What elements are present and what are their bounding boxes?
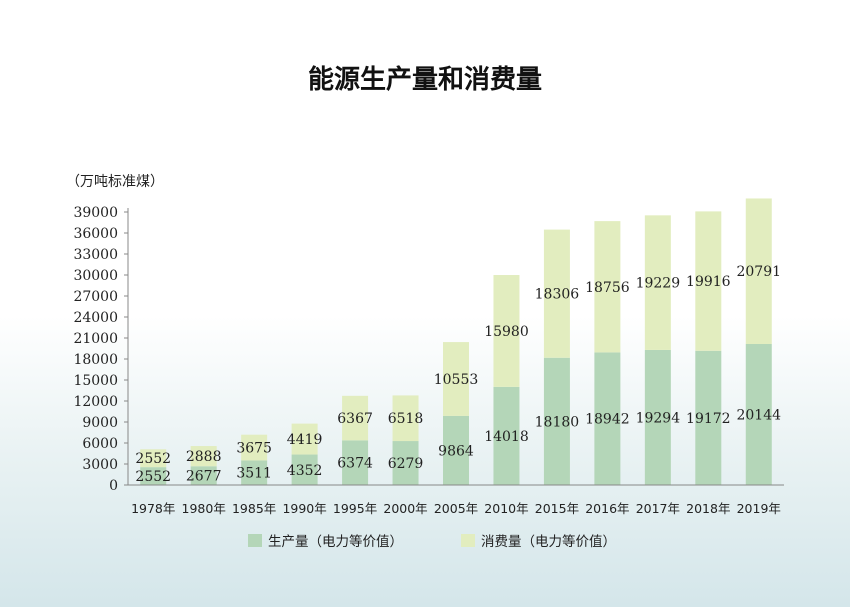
data-label-consumption: 15980 <box>484 324 529 340</box>
bars <box>140 198 772 485</box>
y-tick-label: 0 <box>109 478 118 494</box>
bar-production <box>543 357 570 485</box>
bar-production <box>190 466 217 485</box>
data-label-production: 6374 <box>337 456 373 472</box>
x-axis: 1978年 1980年 1985年 1990年 1995年 2000年 2005年 2010年… <box>128 484 784 516</box>
x-tick-label: 2000年 <box>383 501 427 516</box>
bar-production <box>644 349 671 485</box>
data-label-consumption: 19229 <box>636 276 681 292</box>
y-tick-label: 39000 <box>73 205 118 221</box>
legend: 生产量（电力等价值） 消费量（电力等价值） <box>248 533 616 550</box>
data-label-consumption: 18306 <box>535 287 580 303</box>
x-tick-label: 2015年 <box>535 501 579 516</box>
y-tick-label: 36000 <box>73 226 118 242</box>
y-tick-label: 33000 <box>73 247 118 263</box>
chart-title: 能源生产量和消费量 <box>308 64 542 95</box>
y-tick-label: 21000 <box>73 331 118 347</box>
data-label-production: 18942 <box>585 412 630 428</box>
data-label-consumption: 19916 <box>686 274 731 290</box>
data-label-consumption: 2552 <box>135 451 171 467</box>
y-tick-label: 9000 <box>82 415 118 431</box>
bar-production <box>241 460 268 485</box>
bar-production <box>392 441 419 485</box>
data-label-consumption: 2888 <box>186 449 222 465</box>
x-tick-label: 2017年 <box>636 501 680 516</box>
bar-production <box>140 467 167 485</box>
data-label-production: 4352 <box>287 463 323 479</box>
x-tick-label: 2016年 <box>585 501 629 516</box>
x-tick-label: 2019年 <box>737 501 781 516</box>
bar-consumption <box>190 446 217 467</box>
x-tick-label: 1978年 <box>131 501 175 516</box>
x-tick-label: 1980年 <box>182 501 226 516</box>
data-label-production: 2552 <box>135 469 171 485</box>
bar-production <box>291 454 318 485</box>
data-label-production: 2677 <box>186 469 222 485</box>
bar-consumption <box>443 342 469 416</box>
data-label-consumption: 6367 <box>337 411 373 427</box>
data-label-production: 19294 <box>636 410 681 426</box>
data-label-consumption: 4419 <box>287 432 323 448</box>
x-tick-label: 1995年 <box>333 501 377 516</box>
x-tick-label: 2010年 <box>484 501 528 516</box>
data-label-consumption: 6518 <box>388 411 424 427</box>
x-tick-label: 2018年 <box>686 501 730 516</box>
legend-swatch-consumption <box>461 534 475 547</box>
y-tick-label: 24000 <box>73 310 118 326</box>
bar-consumption <box>342 395 369 441</box>
y-tick-label: 27000 <box>73 289 118 305</box>
bar-consumption <box>695 211 722 351</box>
bar-consumption <box>644 215 671 350</box>
bar-consumption <box>493 275 520 387</box>
data-label-consumption: 10553 <box>434 372 479 388</box>
y-axis: 0 3000 6000 9000 12000 15000 18000 21000 24000 27… <box>73 205 129 494</box>
bar-consumption <box>543 229 570 358</box>
legend-label-consumption: 消费量（电力等价值） <box>481 533 616 550</box>
bar-production <box>342 440 369 485</box>
data-label-consumption: 3675 <box>236 441 272 457</box>
y-axis-unit-label: （万吨标准煤） <box>66 174 164 190</box>
data-label-production: 14018 <box>484 429 529 445</box>
x-tick-label: 2005年 <box>434 501 478 516</box>
y-tick-label: 15000 <box>73 373 118 389</box>
y-tick-label: 3000 <box>82 457 118 473</box>
legend-label-production: 生产量（电力等价值） <box>268 533 403 550</box>
legend-swatch-production <box>248 534 262 547</box>
bar-production <box>594 352 621 485</box>
bar-consumption <box>594 221 621 353</box>
bar-production <box>745 343 772 485</box>
bar-production <box>493 386 520 485</box>
data-label-consumption: 20791 <box>736 264 781 280</box>
data-labels: 2552 2552 2677 2888 3511 3675 4352 4419 6374 6367… <box>135 264 781 485</box>
bar-consumption <box>291 423 318 455</box>
bar-production <box>695 350 722 485</box>
x-tick-label: 1985年 <box>232 501 276 516</box>
data-label-production: 18180 <box>535 414 580 430</box>
data-label-production: 3511 <box>236 466 272 482</box>
data-label-production: 9864 <box>438 443 474 459</box>
data-label-production: 6279 <box>388 456 424 472</box>
bar-consumption <box>745 198 772 344</box>
y-tick-label: 18000 <box>73 352 118 368</box>
bar-production <box>443 415 469 485</box>
y-tick-label: 30000 <box>73 268 118 284</box>
data-label-production: 20144 <box>736 407 781 423</box>
bar-consumption <box>392 395 419 442</box>
data-label-production: 19172 <box>686 411 731 427</box>
bar-consumption <box>140 449 167 468</box>
y-tick-label: 12000 <box>73 394 118 410</box>
bar-consumption <box>241 434 268 461</box>
data-label-consumption: 18756 <box>585 280 630 296</box>
x-tick-label: 1990年 <box>282 501 326 516</box>
y-tick-label: 6000 <box>82 436 118 452</box>
